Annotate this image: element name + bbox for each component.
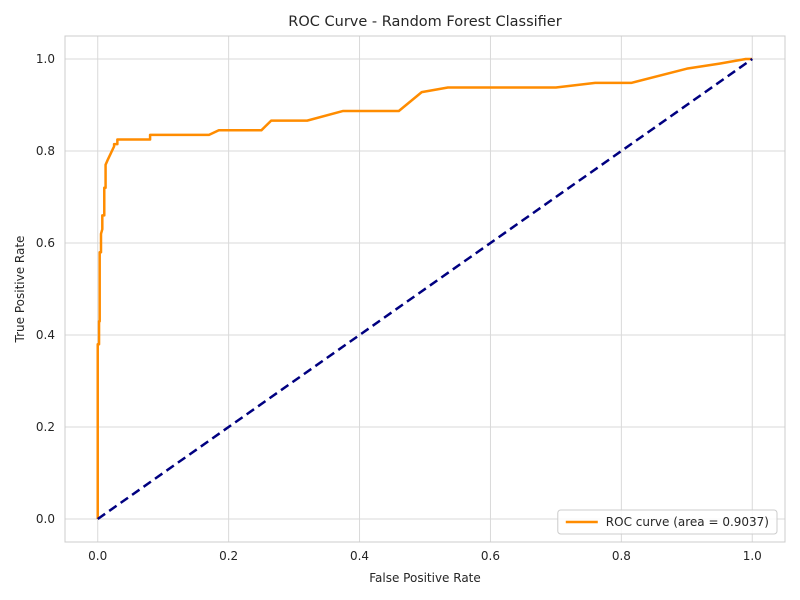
- x-tick-label: 0.6: [481, 549, 500, 563]
- x-tick-label: 0.0: [88, 549, 107, 563]
- y-tick-label: 0.6: [36, 236, 55, 250]
- x-tick-label: 0.8: [612, 549, 631, 563]
- x-tick-label: 0.2: [219, 549, 238, 563]
- y-tick-label: 0.2: [36, 420, 55, 434]
- y-tick-label: 1.0: [36, 52, 55, 66]
- x-tick-label: 0.4: [350, 549, 369, 563]
- legend: ROC curve (area = 0.9037): [557, 509, 778, 535]
- y-tick-label: 0.8: [36, 144, 55, 158]
- legend-entry-roc: ROC curve (area = 0.9037): [606, 515, 769, 529]
- roc-curve-line: [96, 57, 753, 519]
- grid-layer: [65, 36, 785, 542]
- legend-box: [557, 509, 778, 535]
- y-tick-label: 0.4: [36, 328, 55, 342]
- axes-frame: [64, 35, 786, 543]
- x-axis-label: False Positive Rate: [369, 571, 481, 585]
- series-layer: [96, 57, 753, 521]
- ticks-layer: 0.0 0.2 0.4 0.6 0.8 1.0 0.0 0.2 0.4 0.6 0.8 1.0: [36, 52, 762, 563]
- chart-title: ROC Curve - Random Forest Classifier: [288, 14, 561, 30]
- x-tick-label: 1.0: [743, 549, 762, 563]
- y-axis-label: True Positive Rate: [13, 236, 27, 344]
- y-tick-label: 0.0: [36, 512, 55, 526]
- chance-diagonal-line: [97, 57, 753, 521]
